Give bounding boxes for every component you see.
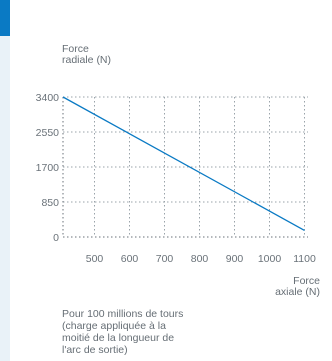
x-axis-title: Force axiale (N): [275, 275, 320, 298]
y-tick-label-2550: 2550: [36, 127, 60, 139]
x-tick-label-600: 600: [121, 253, 139, 265]
x-tick-label-1100: 1100: [293, 253, 316, 265]
axes: [62, 97, 308, 238]
series-line-0: [62, 96, 305, 231]
x-tick-label-1000: 1000: [258, 253, 282, 265]
x-tick-label-500: 500: [86, 253, 104, 265]
y-tick-label-1700: 1700: [36, 162, 60, 174]
y-tick-label-3400: 3400: [36, 92, 60, 104]
left-accent-strip: [0, 0, 10, 361]
x-tick-label-900: 900: [226, 253, 244, 265]
y-tick-label-850: 850: [41, 197, 59, 209]
series-lines: [62, 96, 305, 231]
left-accent-block: [0, 0, 10, 36]
y-tick-labels: 0 850 1700 2550 3400: [36, 92, 60, 244]
x-tick-label-700: 700: [156, 253, 174, 265]
x-tick-label-800: 800: [191, 253, 209, 265]
x-tick-labels: 500 600 700 800 900 1000 1100: [86, 253, 316, 265]
y-tick-label-0: 0: [53, 232, 59, 244]
y-axis-title: Force radiale (N): [62, 43, 112, 66]
grid-lines: [63, 96, 308, 237]
chart-footnote: Pour 100 millions de tours (charge appli…: [62, 308, 184, 356]
